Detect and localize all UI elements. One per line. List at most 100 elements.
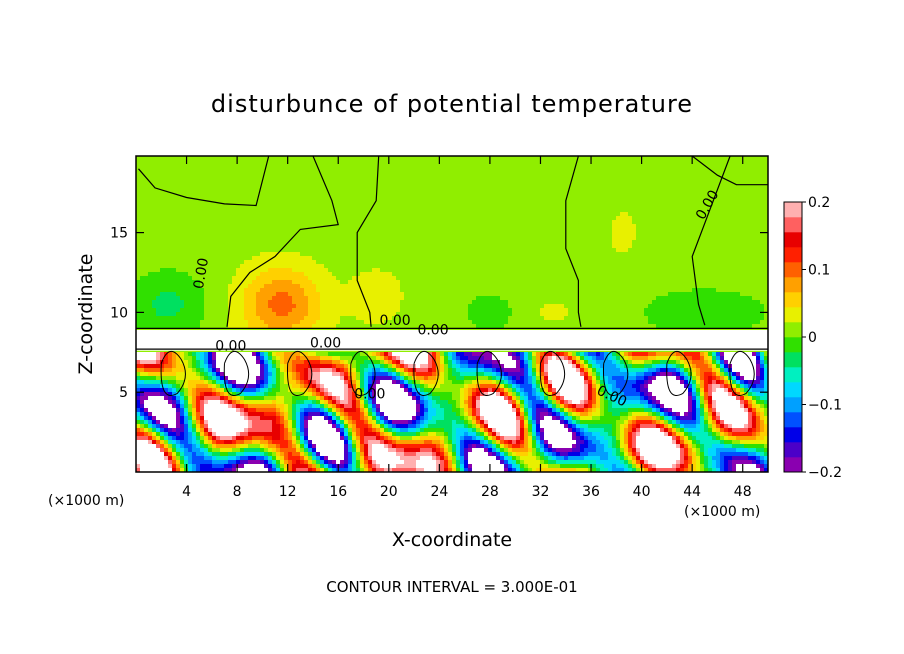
field-cell (672, 228, 677, 233)
field-cell (140, 256, 145, 261)
field-cell (632, 208, 637, 213)
field-cell (264, 244, 269, 249)
field-cell (532, 248, 537, 253)
field-cell (736, 248, 741, 253)
field-cell (512, 204, 517, 209)
field-cell (156, 264, 161, 269)
field-cell (472, 228, 477, 233)
field-cell (444, 220, 449, 225)
field-cell (144, 236, 149, 241)
field-cell (660, 200, 665, 205)
field-cell (240, 244, 245, 249)
field-cell (600, 272, 605, 277)
field-cell (308, 264, 313, 269)
field-cell (416, 264, 421, 269)
field-cell (360, 172, 365, 177)
field-cell (156, 240, 161, 245)
field-cell (300, 220, 305, 225)
field-cell (280, 236, 285, 241)
field-cell (748, 276, 753, 281)
field-cell (136, 180, 141, 185)
field-cell (644, 200, 649, 205)
field-cell (300, 164, 305, 169)
field-cell (168, 200, 173, 205)
field-cell (152, 156, 157, 161)
field-cell (616, 196, 621, 201)
field-cell (428, 256, 433, 261)
field-cell (576, 180, 581, 185)
field-cell (376, 244, 381, 249)
field-cell (644, 156, 649, 161)
field-cell (624, 180, 629, 185)
field-cell (364, 220, 369, 225)
field-cell (604, 168, 609, 173)
field-cell (192, 268, 197, 273)
field-cell (404, 208, 409, 213)
field-cell (372, 184, 377, 189)
field-cell (612, 168, 617, 173)
field-cell (444, 260, 449, 265)
field-cell (648, 204, 653, 209)
field-cell (432, 196, 437, 201)
field-cell (328, 204, 333, 209)
field-cell (564, 188, 569, 193)
field-cell (388, 256, 393, 261)
field-cell (720, 180, 725, 185)
field-cell (500, 268, 505, 273)
field-cell (516, 280, 521, 285)
field-cell (220, 268, 225, 273)
field-cell (664, 176, 669, 181)
field-cell (504, 248, 509, 253)
field-cell (144, 244, 149, 249)
field-cell (204, 244, 209, 249)
field-cell (596, 164, 601, 169)
field-cell (396, 196, 401, 201)
field-cell (388, 248, 393, 253)
field-cell (764, 196, 768, 201)
field-cell (216, 260, 221, 265)
field-cell (664, 184, 669, 189)
field-cell (644, 160, 649, 165)
field-cell (672, 164, 677, 169)
field-cell (760, 212, 765, 217)
field-cell (356, 216, 361, 221)
field-cell (488, 280, 493, 285)
field-cell (756, 208, 761, 213)
field-cell (396, 236, 401, 241)
field-cell (304, 280, 309, 285)
field-cell (660, 268, 665, 273)
field-cell (300, 260, 305, 265)
field-cell (188, 256, 193, 261)
field-cell (168, 220, 173, 225)
field-cell (744, 212, 749, 217)
field-cell (424, 196, 429, 201)
field-cell (308, 188, 313, 193)
field-cell (456, 216, 461, 221)
field-cell (220, 248, 225, 253)
field-cell (380, 216, 385, 221)
field-cell (364, 196, 369, 201)
field-cell (656, 216, 661, 221)
field-cell (552, 268, 557, 273)
field-cell (384, 252, 389, 257)
field-cell (332, 256, 337, 261)
field-cell (492, 224, 497, 229)
field-cell (688, 188, 693, 193)
field-cell (656, 188, 661, 193)
field-cell (508, 160, 513, 165)
field-cell (536, 252, 541, 257)
field-cell (360, 280, 365, 285)
field-cell (456, 212, 461, 217)
field-cell (328, 280, 333, 285)
field-cell (432, 220, 437, 225)
field-cell (488, 252, 493, 257)
field-cell (764, 272, 768, 277)
field-cell (316, 208, 321, 213)
field-cell (180, 280, 185, 285)
field-cell (524, 168, 529, 173)
field-cell (672, 236, 677, 241)
field-cell (464, 168, 469, 173)
field-cell (624, 212, 629, 217)
field-cell (200, 160, 205, 165)
field-cell (472, 272, 477, 277)
